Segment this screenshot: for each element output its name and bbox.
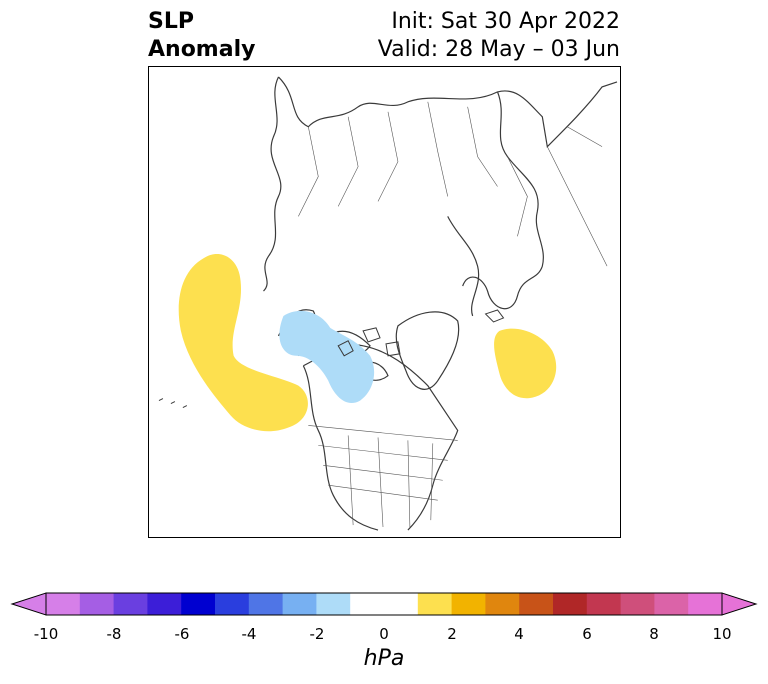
coastlines xyxy=(263,76,618,531)
us-state-lines xyxy=(318,435,448,528)
tick-label: -2 xyxy=(309,625,325,643)
colorbar-segment xyxy=(654,593,689,615)
colorbar-border xyxy=(45,592,723,616)
colorbar-segment xyxy=(147,593,182,615)
date-info: Init: Sat 30 Apr 2022 Valid: 28 May – 03… xyxy=(378,8,620,64)
colorbar-segment xyxy=(46,593,81,615)
colorbar-segment xyxy=(79,593,115,615)
borders xyxy=(298,101,608,528)
tick-label: 0 xyxy=(379,625,389,643)
map-title: SLP Anomaly xyxy=(148,8,255,64)
positive-anomaly-atlantic xyxy=(494,328,557,399)
colorbar-segment xyxy=(688,593,723,615)
colorbar-segment xyxy=(215,593,250,615)
tick-label: 2 xyxy=(447,625,457,643)
island-outlines xyxy=(158,309,505,408)
colorbar-segment xyxy=(553,593,588,615)
colorbar-segment xyxy=(248,593,284,615)
colorbar-segment xyxy=(586,593,622,615)
colorbar-low-extend xyxy=(10,592,47,616)
colorbar-segment xyxy=(316,593,351,615)
colorbar-segment xyxy=(282,593,317,615)
colorbar-segment xyxy=(451,593,486,615)
title-line-2: Anomaly xyxy=(148,37,256,62)
eurasia-coast xyxy=(263,76,618,292)
colorbar-segment xyxy=(519,593,554,615)
tick-label: -8 xyxy=(106,625,122,643)
tick-label: -10 xyxy=(33,625,59,643)
colorbar-unit: hPa xyxy=(363,646,405,671)
valid-range: Valid: 28 May – 03 Jun xyxy=(377,37,620,62)
colorbar-segment xyxy=(181,593,216,615)
eurasia-borders xyxy=(298,101,608,267)
colorbar-high-extend xyxy=(721,592,758,616)
colorbar-segment xyxy=(350,593,385,615)
map-panel xyxy=(148,66,621,538)
negative-anomaly-arctic xyxy=(279,310,375,404)
colorbar-segment xyxy=(485,593,520,615)
colorbar-segment xyxy=(384,593,419,615)
colorbar xyxy=(10,592,758,616)
greenland-coast xyxy=(395,311,460,390)
tick-label: 4 xyxy=(514,625,524,643)
tick-label: 10 xyxy=(712,625,732,643)
aleutians xyxy=(158,398,188,408)
colorbar-segment xyxy=(417,593,453,615)
europe-coast xyxy=(462,91,544,310)
positive-anomaly-pacific xyxy=(178,254,308,432)
colorbar-segment xyxy=(113,593,148,615)
init-date: Init: Sat 30 Apr 2022 xyxy=(391,9,620,34)
tick-label: -4 xyxy=(241,625,257,643)
tick-label: -6 xyxy=(174,625,190,643)
scandinavia-coast xyxy=(447,216,480,317)
canadian-archipelago xyxy=(337,327,401,357)
iceland-coast xyxy=(484,309,505,323)
title-line-1: SLP xyxy=(148,9,194,34)
us-canada-border xyxy=(308,425,458,441)
colorbar-segment xyxy=(620,593,655,615)
tick-label: 6 xyxy=(582,625,592,643)
tick-label: 8 xyxy=(649,625,659,643)
